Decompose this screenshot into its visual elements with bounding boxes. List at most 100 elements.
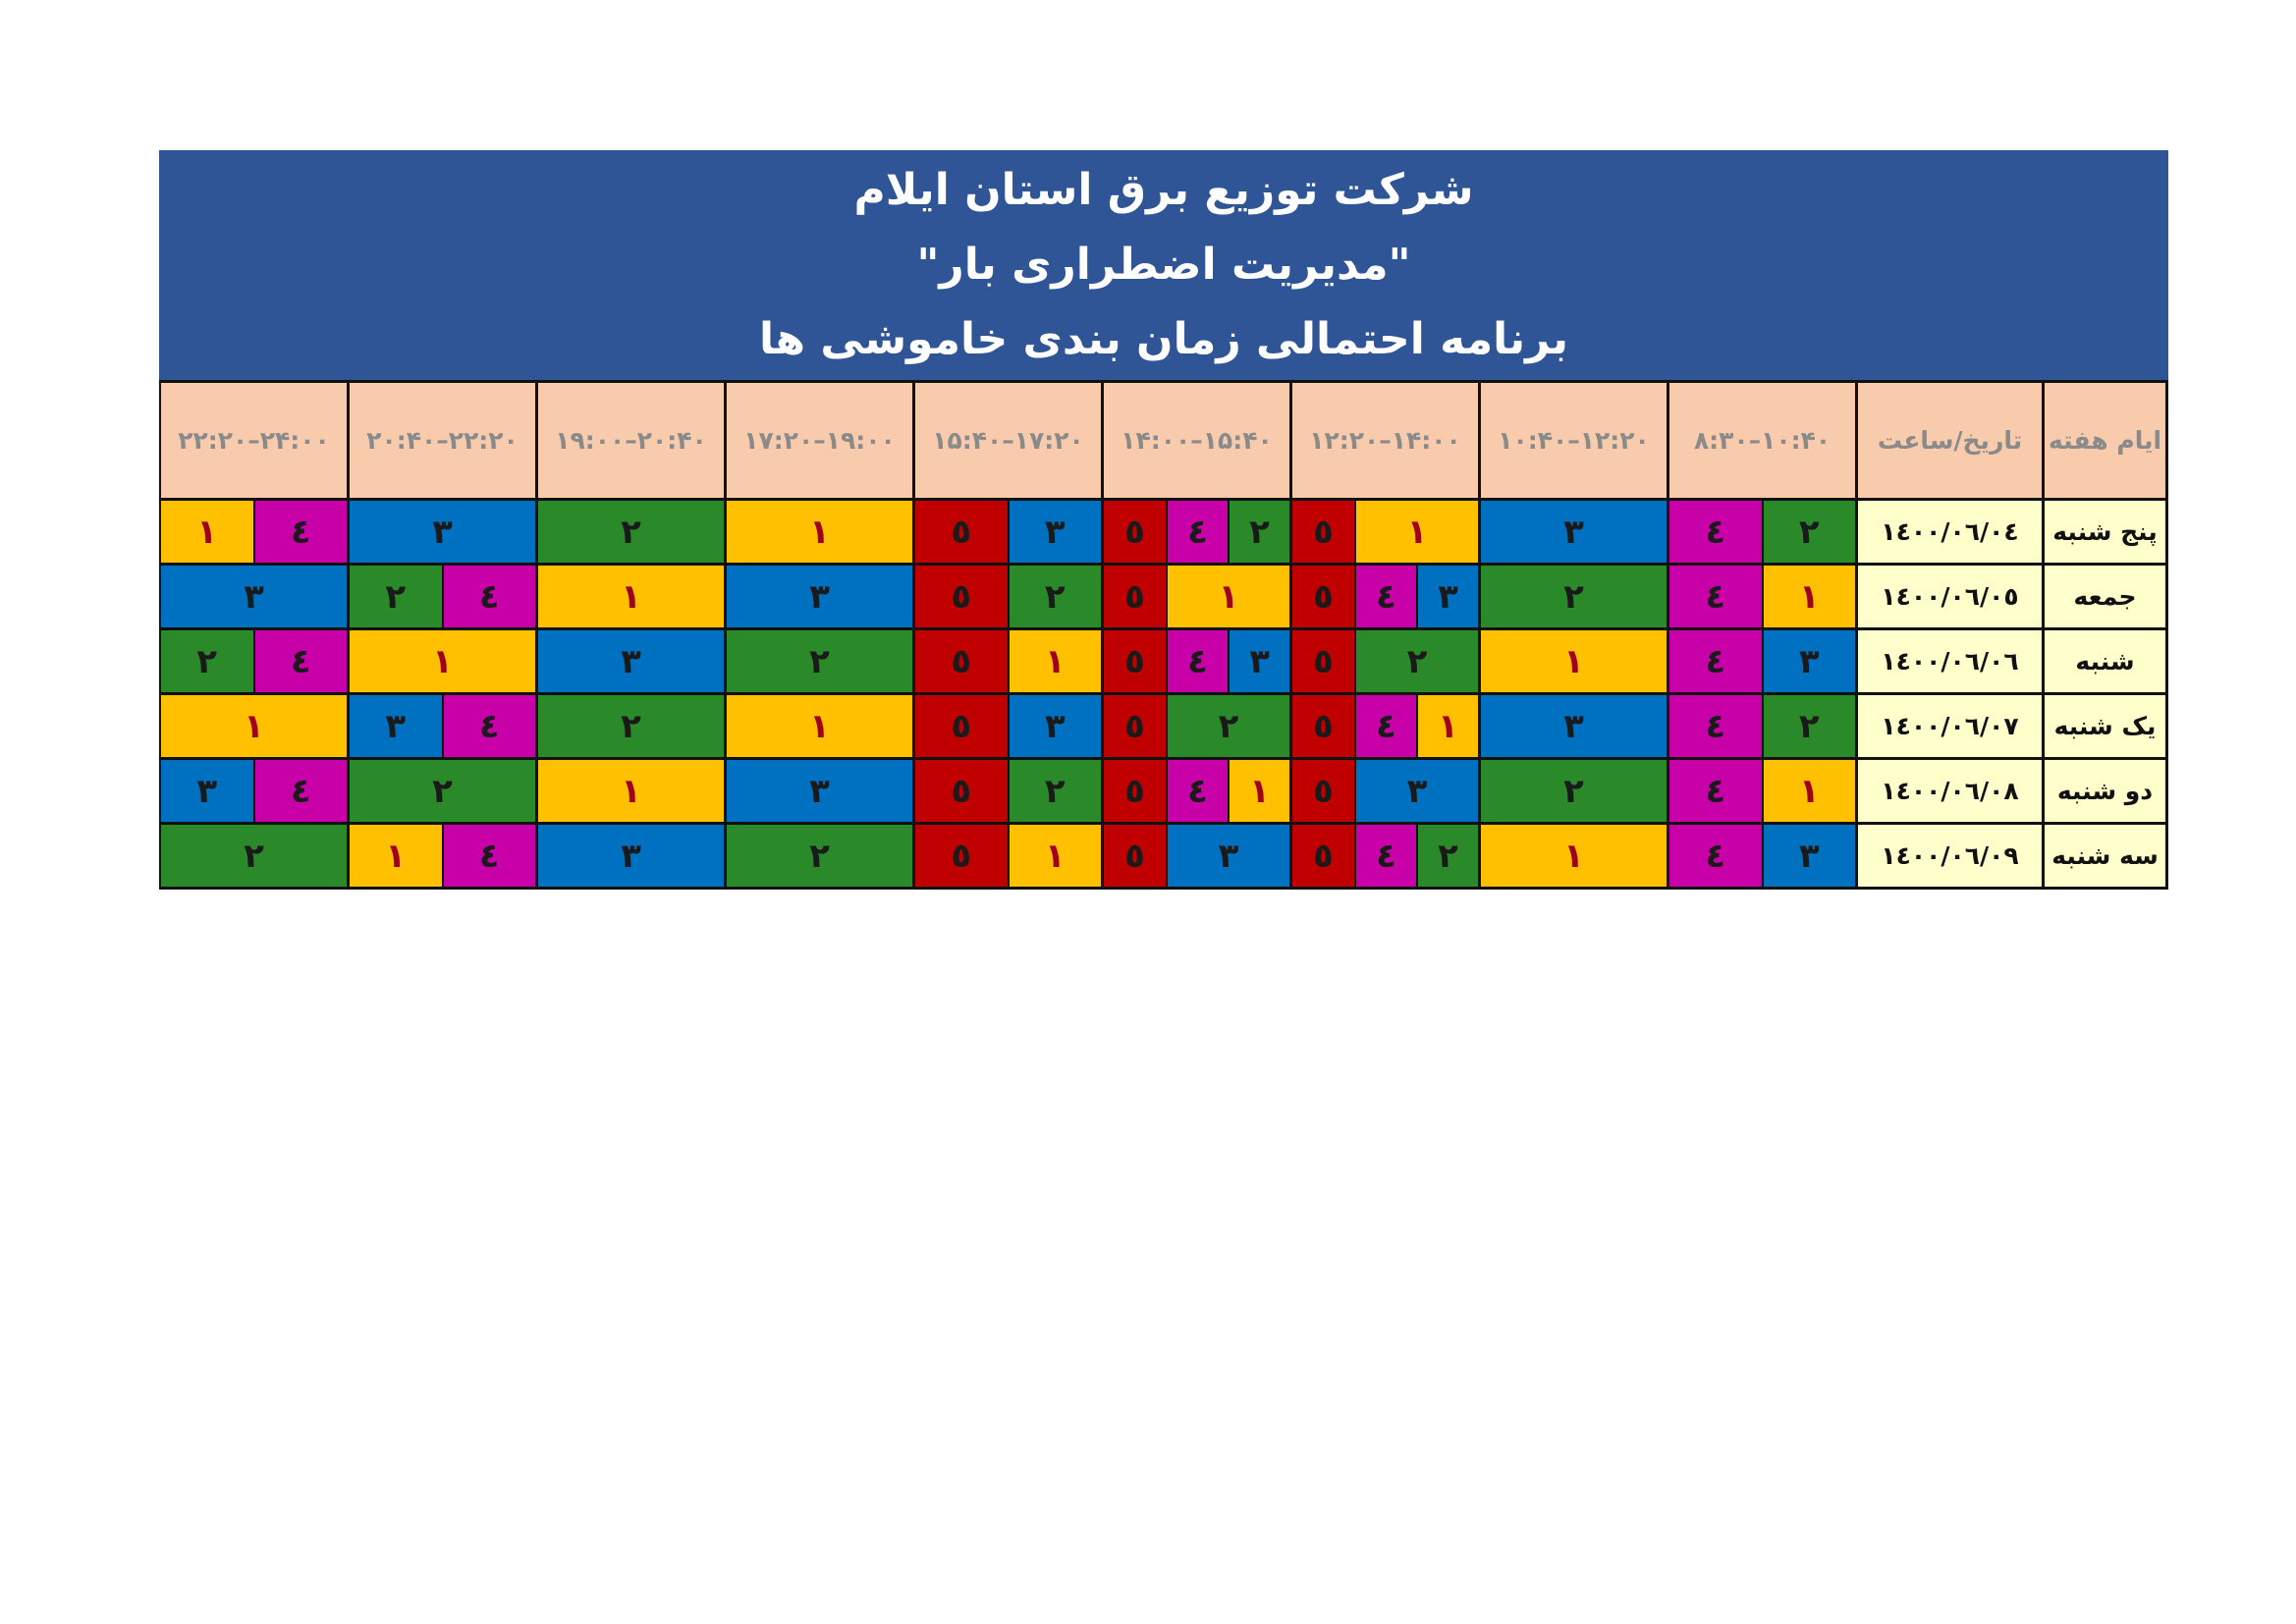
date-text: ١٤٠٠/٠٦/٠٨ <box>1881 777 2019 805</box>
table-row: یک شنبه ١٤٠٠/٠٦/٠٧ ۲ ٤ ۳ ۱ ٤ ٥ ۲ ٥ ۳ ٥ ۱ ۲ ٤ ۳ ۱ <box>161 692 2168 757</box>
group-block: ۱ <box>1481 630 1667 692</box>
group-block: ۳ <box>1228 630 1289 692</box>
date-text: ١٤٠٠/٠٦/٠٥ <box>1881 582 2019 611</box>
table-row: شنبه ١٤٠٠/٠٦/٠٦ ۳ ٤ ۱ ۲ ٥ ۳ ٤ ٥ ۱ ٥ ۲ ۳ ۱ ٤ ۲ <box>161 627 2168 692</box>
group-block: ٥ <box>915 695 1008 757</box>
table-row: دو شنبه ١٤٠٠/٠٦/٠٨ ۱ ٤ ۲ ۳ ٥ ۱ ٤ ٥ ۲ ٥ ۳ ۱ ۲ ٤ ۳ <box>161 757 2168 822</box>
group-block: ٥ <box>1104 825 1166 887</box>
group-block: ٤ <box>1166 501 1228 563</box>
date-cell: ١٤٠٠/٠٦/٠٨ <box>1858 757 2045 822</box>
column-header: ۱۹:۰۰–۲۰:۴۰ <box>538 380 727 498</box>
group-block: ۱ <box>1354 501 1478 563</box>
group-block: ۱ <box>1416 695 1478 757</box>
group-block: ٤ <box>1669 501 1762 563</box>
time-slot: ۳ <box>161 563 350 627</box>
group-block: ۲ <box>1007 566 1101 627</box>
time-slot: ۱ <box>727 692 915 757</box>
group-block: ٥ <box>1104 695 1166 757</box>
time-slot: ۲ <box>727 627 915 692</box>
date-cell: ١٤٠٠/٠٦/٠٩ <box>1858 822 2045 887</box>
group-block: ٥ <box>1292 630 1354 692</box>
group-block: ۳ <box>1007 695 1101 757</box>
time-slot: ۲ <box>538 498 727 563</box>
group-block: ٥ <box>915 760 1008 822</box>
day-cell: دو شنبه <box>2045 757 2168 822</box>
group-block: ۲ <box>1007 760 1101 822</box>
column-header: ۱۵:۴۰–۱۷:۲۰ <box>915 380 1104 498</box>
group-block: ٤ <box>252 501 347 563</box>
group-block: ٤ <box>1669 566 1762 627</box>
day-cell: شنبه <box>2045 627 2168 692</box>
title-line: شرکت توزیع برق استان ایلام <box>853 165 1474 215</box>
date-text: ١٤٠٠/٠٦/٠٩ <box>1881 841 2019 870</box>
time-slot: ۳ <box>727 757 915 822</box>
group-block: ۳ <box>350 695 442 757</box>
group-block: ۲ <box>1354 630 1478 692</box>
group-block: ۳ <box>727 760 912 822</box>
group-block: ۲ <box>161 825 347 887</box>
group-block: ۲ <box>727 630 912 692</box>
time-slot: ۲ <box>1481 563 1669 627</box>
group-block: ۳ <box>161 760 253 822</box>
time-slot: ۱ <box>727 498 915 563</box>
group-block: ۱ <box>350 630 535 692</box>
date-cell: ١٤٠٠/٠٦/٠٧ <box>1858 692 2045 757</box>
group-block: ٥ <box>915 501 1008 563</box>
group-block: ۳ <box>538 630 724 692</box>
time-slot: ۲ <box>727 822 915 887</box>
column-header: ۲۲:۲۰–۲۴:۰۰ <box>161 380 350 498</box>
day-cell: سه شنبه <box>2045 822 2168 887</box>
group-block: ٥ <box>915 566 1008 627</box>
day-cell: پنج شنبه <box>2045 498 2168 563</box>
time-slot: ۳ <box>538 822 727 887</box>
group-block: ۲ <box>727 825 912 887</box>
group-block: ٥ <box>1104 566 1166 627</box>
time-slot: ۱ <box>538 563 727 627</box>
column-header: ۸:۳۰–۱۰:۴۰ <box>1669 380 1858 498</box>
group-block: ۲ <box>161 630 253 692</box>
group-block: ۲ <box>350 566 442 627</box>
group-block: ۲ <box>538 501 724 563</box>
group-block: ٤ <box>441 695 535 757</box>
group-block: ٤ <box>1354 566 1416 627</box>
group-block: ٥ <box>915 630 1008 692</box>
group-block: ٤ <box>1669 760 1762 822</box>
title-banner: شرکت توزیع برق استان ایلام "مدیریت اضطرار… <box>159 150 2168 380</box>
time-slot: ۳ <box>350 498 538 563</box>
group-block: ۲ <box>1761 695 1855 757</box>
group-block: ۱ <box>1228 760 1289 822</box>
time-slot: ۲ <box>538 692 727 757</box>
group-block: ۲ <box>1166 695 1289 757</box>
group-block: ۱ <box>1007 825 1101 887</box>
table-row: پنج شنبه ١٤٠٠/٠٦/٠٤ ۲ ٤ ۳ ۱ ٥ ۲ ٤ ٥ ۳ ٥ ۱ ۲ ۳ ٤ ۱ <box>161 498 2168 563</box>
time-slot: ۱ <box>161 692 350 757</box>
group-block: ۳ <box>1166 825 1289 887</box>
date-cell: ١٤٠٠/٠٦/٠٥ <box>1858 563 2045 627</box>
group-block: ۲ <box>1761 501 1855 563</box>
group-block: ۲ <box>1481 760 1667 822</box>
